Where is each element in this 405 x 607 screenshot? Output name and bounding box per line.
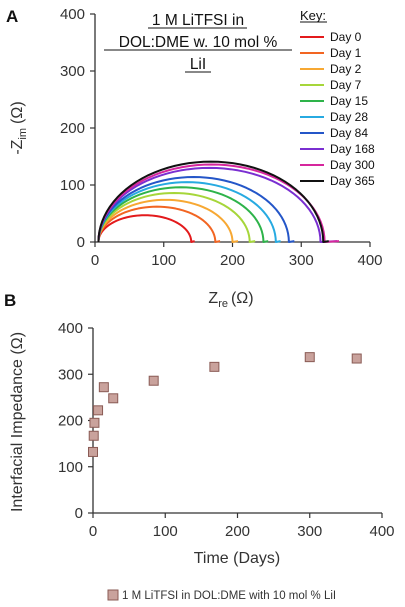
data-point xyxy=(209,361,220,372)
chart-b-y-title-wrap: Interfacial Impedance (Ω) xyxy=(9,332,26,512)
series-line-day-2 xyxy=(97,198,239,243)
chart-a-series xyxy=(97,160,340,243)
y-tick-label-b: 100 xyxy=(58,459,83,476)
series-line-day-1 xyxy=(97,205,221,243)
chart-a-ticks: 0 100 200 300 400 0 100 200 300 400 xyxy=(60,6,383,269)
legend-label: Day 15 xyxy=(330,94,368,108)
x-tick-label-b: 300 xyxy=(297,523,322,540)
legend-label: Day 7 xyxy=(330,78,362,92)
chart-b-series xyxy=(88,352,362,457)
chart-a-title-line-2: DOL:DME w. 10 mol % xyxy=(119,34,278,51)
chart-a-title-line-1: 1 M LiTFSI in xyxy=(152,12,244,29)
y-tick-label-b: 400 xyxy=(58,320,83,337)
chart-b-ticks: 0 100 200 300 400 0 100 200 300 400 xyxy=(58,320,395,540)
series-line-day-0 xyxy=(97,214,195,243)
y-tick-label-a: 100 xyxy=(60,177,85,194)
legend-label: Day 168 xyxy=(330,142,375,156)
x-tick-label-a: 0 xyxy=(91,252,99,269)
y-tick-label-a: 300 xyxy=(60,63,85,80)
y-tick-label-a: 0 xyxy=(77,234,85,251)
series-line-day-365 xyxy=(97,160,329,243)
legend-label: Day 28 xyxy=(330,110,368,124)
legend-label: Day 1 xyxy=(330,46,362,60)
y-tick-label-a: 400 xyxy=(60,6,85,23)
data-point xyxy=(148,375,159,386)
chart-a-x-title: Zre (Ω) xyxy=(208,290,253,310)
panel-b-label: B xyxy=(4,291,16,310)
x-tick-label-a: 300 xyxy=(289,252,314,269)
legend-a-title: Key: xyxy=(300,8,326,23)
series-line-day-84 xyxy=(97,176,295,243)
legend-a: Day 0 Day 1 Day 2 Day 7 Day 15 Day 28 Day 84 Da… xyxy=(300,30,375,188)
data-point xyxy=(93,405,104,416)
svg-text:-Zim(Ω): -Zim(Ω) xyxy=(9,101,29,154)
legend-label: Day 300 xyxy=(330,158,375,172)
series-line-day-7 xyxy=(97,191,256,243)
x-tick-label-a: 100 xyxy=(151,252,176,269)
panel-a: A 1 M LiTFSI in DOL:DME w. 10 mol % LiI … xyxy=(6,6,383,310)
y-tick-label-b: 0 xyxy=(75,505,83,522)
x-tick-label-a: 200 xyxy=(220,252,245,269)
x-tick-label-b: 100 xyxy=(153,523,178,540)
y-tick-label-b: 200 xyxy=(58,413,83,430)
panel-a-label: A xyxy=(6,7,18,26)
y-tick-label-b: 300 xyxy=(58,366,83,383)
chart-a-title-line-3: LiI xyxy=(190,56,206,73)
legend-b-marker xyxy=(107,589,119,601)
data-point xyxy=(98,382,109,393)
data-point xyxy=(88,446,98,457)
x-tick-label-a: 400 xyxy=(357,252,382,269)
chart-b-axes xyxy=(92,328,382,514)
data-point xyxy=(88,430,99,441)
y-tick-label-a: 200 xyxy=(60,120,85,137)
data-point xyxy=(304,352,315,363)
data-point xyxy=(108,393,119,404)
legend-b: 1 M LiTFSI in DOL:DME with 10 mol % LiI xyxy=(107,589,336,602)
legend-label: Day 2 xyxy=(330,62,362,76)
legend-b-label: 1 M LiTFSI in DOL:DME with 10 mol % LiI xyxy=(122,590,336,602)
x-tick-label-b: 400 xyxy=(369,523,394,540)
chart-b-y-title: Interfacial Impedance (Ω) xyxy=(9,332,26,512)
chart-a-y-title: -Zim(Ω) xyxy=(9,101,29,154)
legend-label: Day 84 xyxy=(330,126,368,140)
x-tick-label-b: 200 xyxy=(225,523,250,540)
data-point xyxy=(351,353,362,364)
legend-label: Day 0 xyxy=(330,30,362,44)
data-point xyxy=(89,417,100,428)
x-tick-label-b: 0 xyxy=(89,523,97,540)
legend-label: Day 365 xyxy=(330,174,375,188)
panel-b: B 0 100 200 300 400 0 100 200 300 400 Time (Days)… xyxy=(4,291,395,602)
chart-b-x-title: Time (Days) xyxy=(194,550,281,567)
